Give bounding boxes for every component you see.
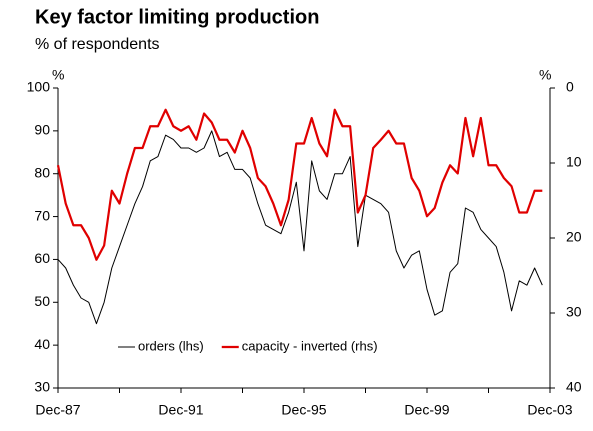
x-tick-label: Dec-95 [281,402,326,418]
y2-tick-label: 40 [566,379,582,395]
series-line [57,130,543,325]
y-tick-label: 100 [27,79,51,95]
y2-tick-label: 0 [566,79,574,95]
y-tick-label: 40 [34,336,50,352]
x-tick-label: Dec-03 [527,402,572,418]
y2-tick-label: 30 [566,304,582,320]
legend-label: capacity - inverted (rhs) [242,338,378,353]
y-tick-label: 50 [34,293,50,309]
y2-tick-label: 10 [566,154,582,170]
chart-subtitle: % of respondents [35,36,160,53]
chart-title: Key factor limiting production [35,6,319,28]
y-axis-label: % [52,67,64,83]
x-tick-label: Dec-99 [404,402,449,418]
y2-axis-label: % [539,67,551,83]
y-tick-label: 60 [34,250,50,266]
y-tick-label: 80 [34,164,50,180]
legend-label: orders (lhs) [138,338,204,353]
x-tick-label: Dec-91 [158,402,203,418]
y-tick-label: 30 [34,379,50,395]
y-tick-label: 70 [34,207,50,223]
y2-tick-label: 20 [566,229,582,245]
series-line [56,108,543,261]
y-tick-label: 90 [34,122,50,138]
x-tick-label: Dec-87 [35,402,80,418]
